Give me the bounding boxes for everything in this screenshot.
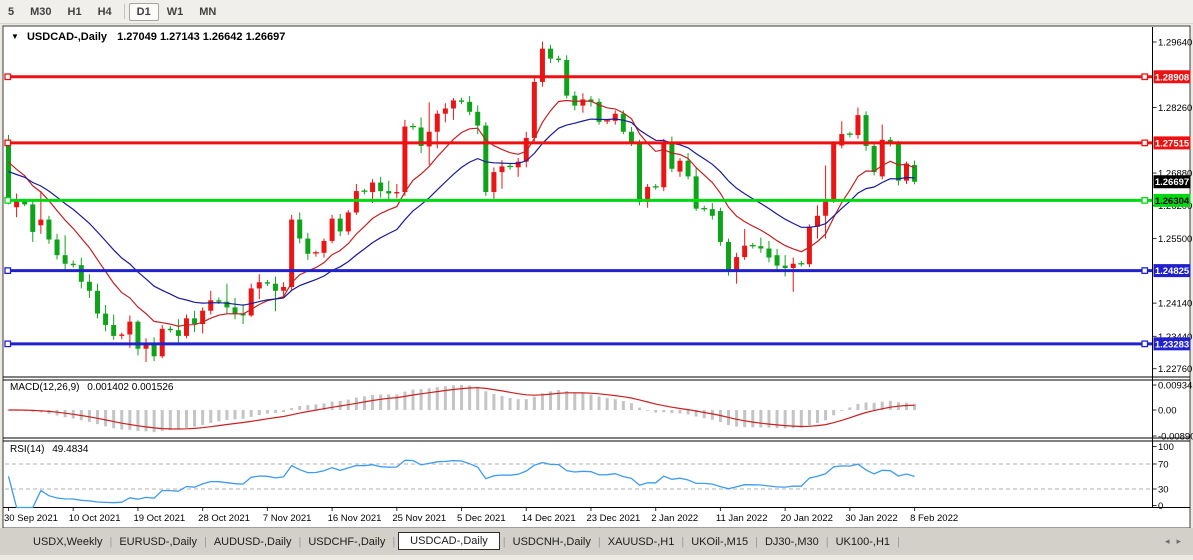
- svg-text:1.28908: 1.28908: [1155, 72, 1189, 83]
- rsi-level-lines: [5, 463, 1158, 490]
- svg-text:-0.008902: -0.008902: [1158, 432, 1193, 443]
- candlestick-series: [6, 41, 918, 363]
- timeframe-button-H4[interactable]: H4: [97, 5, 112, 18]
- chart-window: [3, 26, 1190, 528]
- svg-text:5 Dec 2021: 5 Dec 2021: [457, 513, 506, 524]
- svg-text:11 Jan 2022: 11 Jan 2022: [716, 513, 768, 524]
- price-scale: 1.296401.282601.268801.262001.255001.241…: [1153, 38, 1192, 375]
- svg-text:1.26880: 1.26880: [1158, 169, 1192, 180]
- svg-text:16 Nov 2021: 16 Nov 2021: [328, 513, 382, 524]
- tab-separator: |: [897, 535, 900, 548]
- tab-separator: |: [755, 535, 758, 548]
- svg-text:1.26697: 1.26697: [1155, 177, 1189, 188]
- timeframe-button-D1[interactable]: D1: [128, 2, 159, 21]
- tab-scroll-arrows: ◂ ▸: [1158, 536, 1181, 547]
- tab-scroll-right-icon[interactable]: ▸: [1176, 536, 1181, 546]
- tab-separator: |: [681, 535, 685, 548]
- rsi-line: [7, 459, 915, 509]
- tab-USDCAD-Daily[interactable]: USDCAD-,Daily: [398, 531, 500, 550]
- tab-EURUSD-Daily[interactable]: EURUSD-,Daily: [119, 535, 197, 548]
- svg-text:7 Nov 2021: 7 Nov 2021: [263, 513, 312, 524]
- tab-USDCHF-Daily[interactable]: USDCHF-,Daily: [308, 535, 386, 548]
- tab-separator: |: [825, 535, 829, 548]
- chart-collapse-icon[interactable]: ▼: [11, 32, 19, 41]
- date-axis: 30 Sep 2021 10 Oct 2021 19 Oct 2021 28 Oct …: [4, 508, 958, 524]
- svg-text:0.00: 0.00: [1158, 406, 1177, 417]
- svg-text:1.23283: 1.23283: [1155, 339, 1189, 350]
- tab-UKOil-M15[interactable]: UKOil-,M15: [691, 535, 749, 548]
- svg-text:30: 30: [1158, 485, 1169, 496]
- svg-text:25 Nov 2021: 25 Nov 2021: [392, 513, 446, 524]
- tab-separator: |: [392, 535, 396, 548]
- tab-XAUUSD-H1[interactable]: XAUUSD-,H1: [607, 535, 675, 548]
- svg-text:1.25500: 1.25500: [1158, 234, 1192, 245]
- svg-text:30 Jan 2022: 30 Jan 2022: [845, 513, 897, 524]
- chart-symbol-label: USDCAD-,Daily: [26, 31, 108, 43]
- macd-name: MACD(12,26,9): [10, 382, 80, 393]
- macd-values: 0.001402 0.001526: [87, 382, 174, 393]
- svg-text:10 Oct 2021: 10 Oct 2021: [69, 513, 121, 524]
- panel-borders: [2, 25, 1191, 529]
- svg-text:2 Jan 2022: 2 Jan 2022: [651, 513, 698, 524]
- svg-text:1.27515: 1.27515: [1155, 138, 1190, 149]
- svg-text:23 Dec 2021: 23 Dec 2021: [586, 513, 640, 524]
- svg-text:1.26304: 1.26304: [1155, 196, 1190, 207]
- moving-average-lines: [8, 99, 915, 327]
- svg-text:1.22760: 1.22760: [1158, 364, 1192, 375]
- svg-text:0: 0: [1158, 501, 1163, 512]
- rsi-indicator-label: RSI(14) 49.4834: [10, 444, 88, 455]
- timeframe-button-M30[interactable]: M30: [30, 5, 52, 18]
- svg-text:1.28260: 1.28260: [1158, 103, 1192, 114]
- svg-text:19 Oct 2021: 19 Oct 2021: [133, 513, 185, 524]
- indicator-scales: 0.009345 0.00 -0.008902100 70 30 0: [1153, 381, 1193, 512]
- timeframe-button-H1[interactable]: H1: [67, 5, 82, 18]
- tab-separator: |: [298, 535, 302, 548]
- tab-separator: |: [203, 535, 207, 548]
- chart-title-row: ▼ USDCAD-,Daily 1.27049 1.27143 1.26642 …: [11, 31, 285, 43]
- tab-separator: |: [109, 535, 113, 548]
- svg-text:1.29640: 1.29640: [1158, 38, 1192, 49]
- macd-signal-line: [8, 387, 915, 430]
- symbol-tab-bar: USDX,Weekly | EURUSD-,Daily | AUDUSD-,Daily |…: [0, 528, 1193, 555]
- tab-scroll-left-icon[interactable]: ◂: [1164, 536, 1170, 546]
- timeframe-button-W1[interactable]: W1: [166, 5, 184, 18]
- tab-UK100-H1[interactable]: UK100-,H1: [835, 535, 891, 548]
- svg-text:20 Jan 2022: 20 Jan 2022: [781, 513, 833, 524]
- macd-indicator-label: MACD(12,26,9) 0.001402 0.001526: [10, 382, 173, 393]
- tab-DJ30-M30[interactable]: DJ30-,M30: [764, 535, 819, 548]
- toolbar-separator: [123, 4, 125, 19]
- timeframe-button-5[interactable]: 5: [8, 5, 15, 18]
- svg-text:14 Dec 2021: 14 Dec 2021: [522, 513, 576, 524]
- rsi-name: RSI(14): [10, 444, 45, 455]
- tab-USDX-Weekly[interactable]: USDX,Weekly: [33, 535, 103, 548]
- horizontal-price-lines: [4, 73, 1152, 348]
- svg-text:1.24140: 1.24140: [1158, 299, 1192, 310]
- timeframe-toolbar: 5 M30 H1 H4 D1 W1 MN: [0, 0, 1193, 24]
- svg-text:100: 100: [1158, 442, 1174, 453]
- rsi-value: 49.4834: [52, 444, 89, 455]
- macd-histogram: [7, 385, 917, 433]
- svg-text:28 Oct 2021: 28 Oct 2021: [198, 513, 250, 524]
- svg-text:1.24825: 1.24825: [1155, 266, 1190, 277]
- tab-USDCNH-Daily[interactable]: USDCNH-,Daily: [512, 535, 591, 548]
- chart-ohlc-values: 1.27049 1.27143 1.26642 1.26697: [117, 31, 286, 43]
- svg-text:30 Sep 2021: 30 Sep 2021: [4, 513, 58, 524]
- tab-AUDUSD-Daily[interactable]: AUDUSD-,Daily: [213, 535, 292, 548]
- timeframe-button-MN[interactable]: MN: [199, 5, 217, 18]
- svg-text:0.009345: 0.009345: [1158, 381, 1193, 392]
- svg-text:70: 70: [1158, 460, 1169, 471]
- svg-text:8 Feb 2022: 8 Feb 2022: [910, 513, 958, 524]
- tab-separator: |: [502, 535, 506, 548]
- tab-separator: |: [597, 535, 601, 548]
